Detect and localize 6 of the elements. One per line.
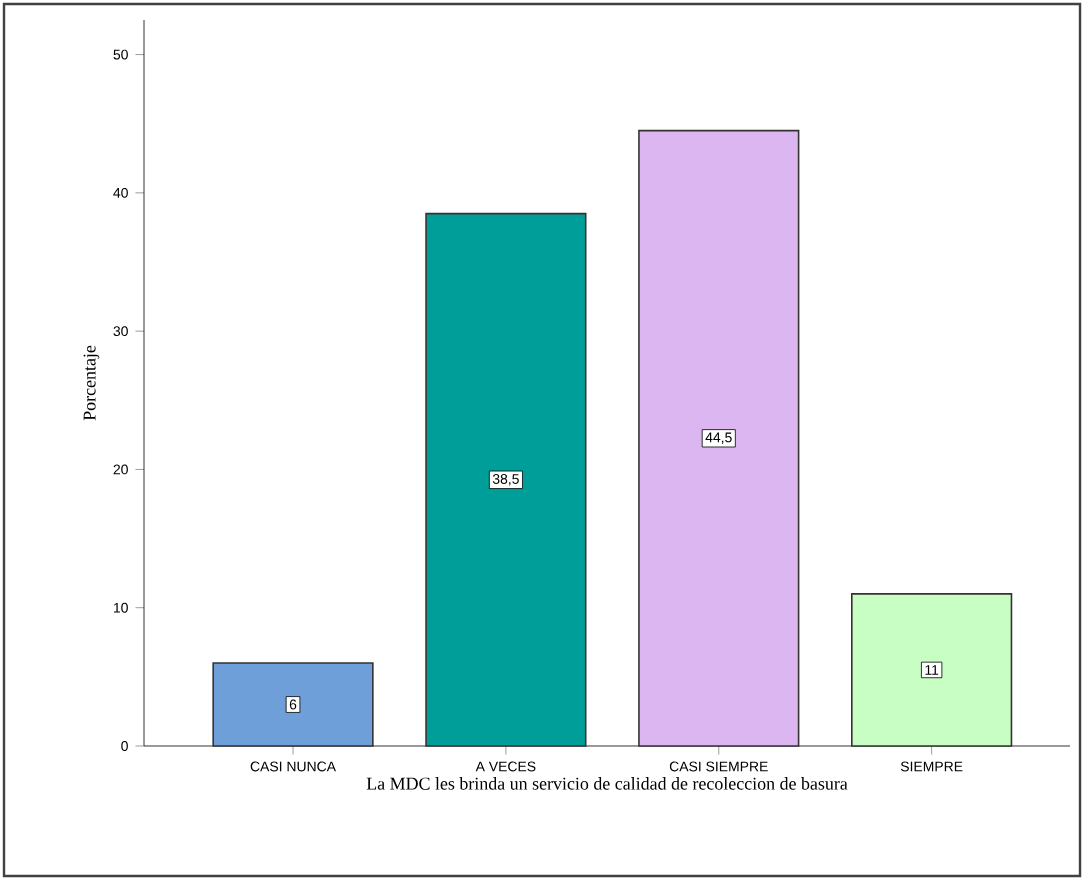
bar (638, 129, 800, 747)
x-axis-title: La MDC les brinda un servicio de calidad de recoleccion de basura (366, 777, 848, 790)
bar (425, 212, 587, 747)
bar (212, 662, 374, 747)
y-axis-title: Porcentaje (83, 345, 100, 421)
bar (851, 593, 1013, 747)
